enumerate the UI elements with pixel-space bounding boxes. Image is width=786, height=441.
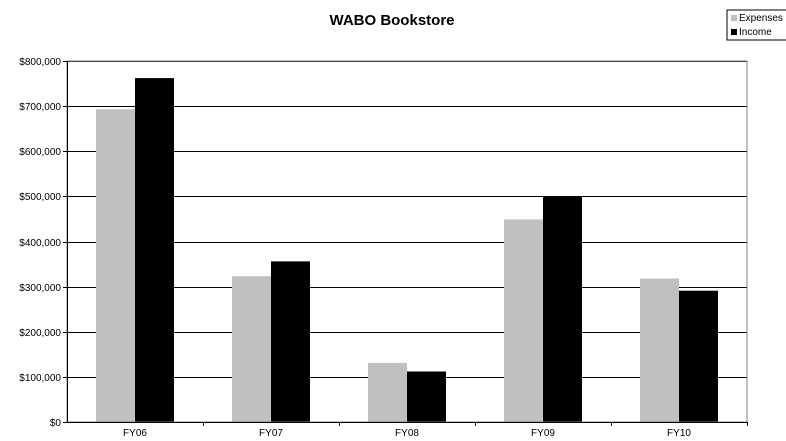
axes xyxy=(63,60,748,426)
bar-income-fy10 xyxy=(679,290,718,422)
y-tick-label: $300,000 xyxy=(19,283,61,294)
legend: Expenses Income xyxy=(726,9,786,41)
y-tick-label: $0 xyxy=(50,418,62,429)
legend-swatch-income xyxy=(731,29,737,35)
y-tick-label: $700,000 xyxy=(19,102,61,113)
y-tick-label: $600,000 xyxy=(19,147,61,158)
chart-title: WABO Bookstore xyxy=(329,12,454,29)
bar-income-fy07 xyxy=(271,261,310,422)
y-tick-label: $400,000 xyxy=(19,238,61,249)
bar-expenses-fy10 xyxy=(640,278,679,422)
bars xyxy=(96,78,718,423)
y-tick-label: $800,000 xyxy=(19,57,61,68)
bar-expenses-fy06 xyxy=(96,109,135,423)
x-tick-label: FY06 xyxy=(123,428,147,439)
bar-income-fy09 xyxy=(543,196,582,422)
y-tick-label: $500,000 xyxy=(19,192,61,203)
bar-income-fy06 xyxy=(135,78,174,422)
bar-expenses-fy07 xyxy=(232,276,271,422)
x-tick-label: FY08 xyxy=(395,428,419,439)
legend-swatch-expenses xyxy=(731,15,737,21)
legend-label-expenses: Expenses xyxy=(739,13,783,24)
x-tick-label: FY09 xyxy=(531,428,555,439)
x-tick-label: FY10 xyxy=(667,428,691,439)
y-tick-labels: $0 $100,000 $200,000 $300,000 $400,000 $500,0… xyxy=(19,57,61,429)
x-tick-label: FY07 xyxy=(259,428,283,439)
x-tick-labels: FY06 FY07 FY08 FY09 FY10 xyxy=(123,428,691,439)
legend-label-income: Income xyxy=(739,27,772,38)
bar-expenses-fy09 xyxy=(504,219,543,422)
y-tick-label: $200,000 xyxy=(19,328,61,339)
y-tick-label: $100,000 xyxy=(19,373,61,384)
bar-expenses-fy08 xyxy=(368,362,407,422)
bar-income-fy08 xyxy=(407,371,446,422)
